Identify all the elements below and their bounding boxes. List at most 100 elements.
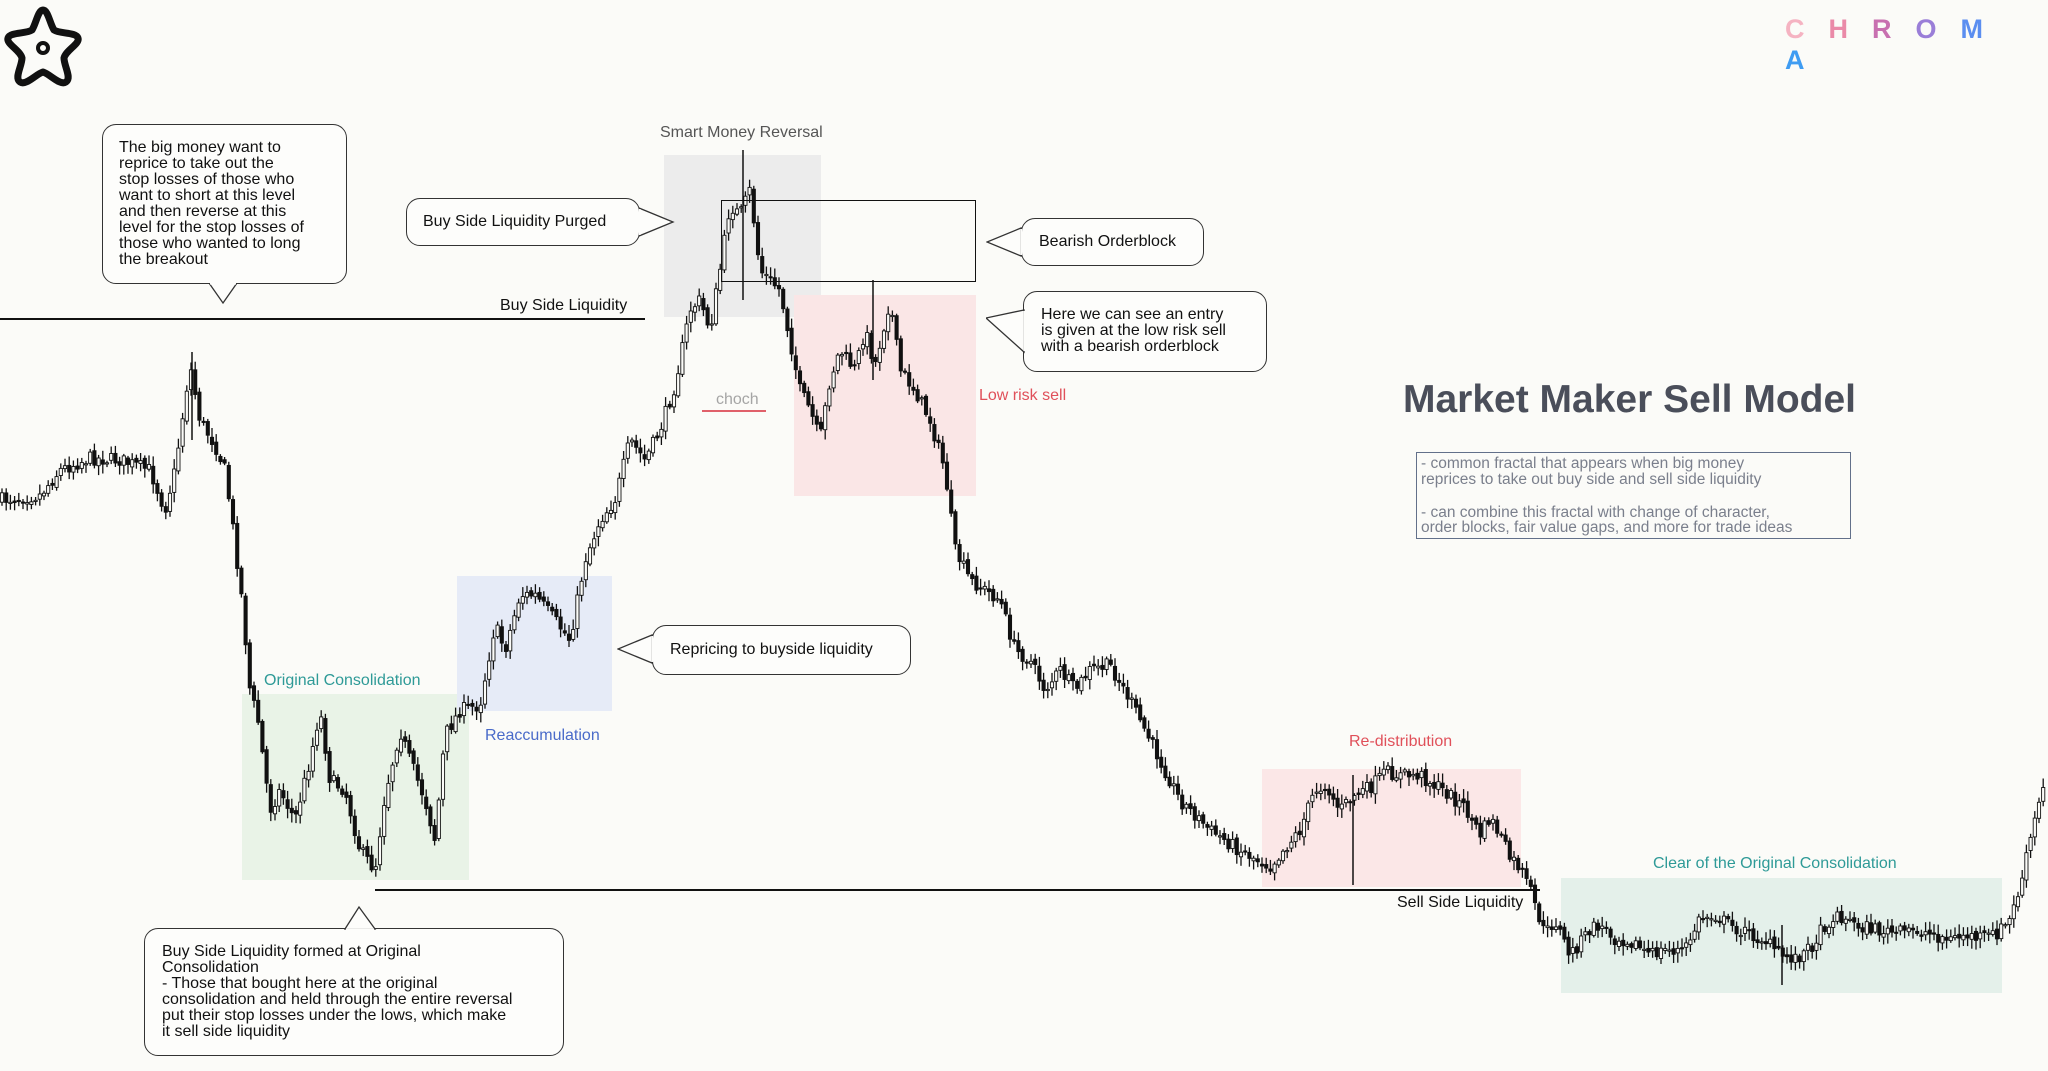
candle-body bbox=[1776, 945, 1781, 949]
candle-body bbox=[58, 467, 63, 476]
candle-body bbox=[436, 799, 441, 839]
candle-body bbox=[1927, 929, 1932, 935]
candle-body bbox=[46, 485, 51, 494]
candle-body bbox=[29, 501, 34, 505]
candle-body bbox=[995, 598, 1000, 601]
callout-line: those who wanted to long bbox=[119, 235, 301, 252]
brand-wordmark: CHROM A bbox=[1785, 14, 2048, 76]
candle-body bbox=[1070, 672, 1076, 682]
candle-body bbox=[1961, 934, 1966, 941]
candle-body bbox=[2003, 924, 2008, 927]
candle-body bbox=[197, 391, 202, 421]
candle-body bbox=[314, 729, 320, 746]
callout-line: Here we can see an entry bbox=[1041, 306, 1224, 323]
candle-body bbox=[466, 703, 471, 706]
candle-body bbox=[1033, 658, 1038, 665]
candle-body bbox=[272, 806, 278, 815]
candle-body bbox=[592, 538, 597, 549]
repricing-callout: Repricing to buyside liquidity bbox=[652, 625, 911, 675]
description-line: - common fractal that appears when big m… bbox=[1421, 455, 1745, 472]
candle-body bbox=[293, 810, 299, 815]
candle-body bbox=[953, 511, 958, 545]
candle-body bbox=[566, 633, 572, 641]
candle-body bbox=[634, 440, 639, 448]
candle-body bbox=[92, 450, 97, 466]
candle-body bbox=[789, 327, 794, 355]
candle-body bbox=[235, 522, 240, 569]
candle-body bbox=[949, 489, 954, 514]
candle-body bbox=[440, 753, 446, 800]
candle-body bbox=[881, 330, 887, 349]
candle-body bbox=[1717, 920, 1722, 924]
candle-body bbox=[1625, 943, 1630, 947]
candle-body bbox=[130, 459, 135, 468]
candle-body bbox=[596, 526, 601, 537]
candle-body bbox=[1427, 783, 1433, 787]
candle-body bbox=[382, 805, 387, 837]
description-box: - common fractal that appears when big m… bbox=[1416, 452, 1851, 539]
candle-body bbox=[1579, 935, 1584, 953]
candle-body bbox=[1986, 932, 1991, 935]
candle-body bbox=[1852, 917, 1857, 923]
candle-body bbox=[1688, 939, 1693, 946]
candle-body bbox=[172, 468, 177, 493]
candle-body bbox=[1209, 825, 1214, 830]
candle-body bbox=[781, 288, 786, 310]
candle-body bbox=[1831, 921, 1836, 928]
candle-body bbox=[629, 439, 635, 443]
candle-body bbox=[1616, 940, 1622, 947]
candle-body bbox=[146, 464, 152, 470]
candle-body bbox=[1406, 771, 1412, 778]
candle-body bbox=[1868, 922, 1874, 934]
candle-body bbox=[109, 453, 114, 461]
candle-body bbox=[1331, 793, 1336, 800]
candle-body bbox=[1940, 936, 1945, 944]
candle-body bbox=[415, 764, 420, 781]
candle-body bbox=[230, 499, 236, 525]
candle-body bbox=[1797, 955, 1802, 963]
candle-body bbox=[1919, 934, 1924, 937]
candle-body bbox=[2032, 817, 2037, 838]
smart-money-reversal-label: Smart Money Reversal bbox=[660, 124, 823, 141]
candle-body bbox=[1856, 922, 1861, 929]
candle-body bbox=[1957, 933, 1962, 939]
candle-body bbox=[1205, 824, 1210, 828]
candle-body bbox=[1612, 938, 1617, 946]
candle-body bbox=[432, 825, 437, 841]
candle-body bbox=[163, 506, 168, 513]
candle-body bbox=[1041, 679, 1046, 691]
candle-body bbox=[1264, 864, 1269, 869]
candle-body bbox=[550, 606, 555, 612]
candle-body bbox=[1419, 770, 1424, 779]
candle-body bbox=[562, 630, 567, 634]
candle-body bbox=[991, 588, 996, 602]
candle-body bbox=[877, 347, 882, 363]
reaccumulation-zone bbox=[457, 576, 612, 711]
choch-label: choch bbox=[716, 391, 759, 408]
candle-body bbox=[1138, 704, 1143, 721]
candle-body bbox=[1923, 931, 1928, 936]
brand-letter: H bbox=[1828, 14, 1872, 44]
candle-body bbox=[1910, 927, 1916, 931]
candle-body bbox=[1058, 666, 1063, 671]
candle-body bbox=[1591, 921, 1596, 936]
candle-body bbox=[1364, 782, 1370, 792]
candle-body bbox=[1738, 934, 1743, 938]
candle-body bbox=[1192, 806, 1197, 821]
candle-body bbox=[495, 624, 500, 638]
candle-body bbox=[1373, 775, 1378, 795]
candle-body bbox=[705, 307, 710, 326]
callout-pointer bbox=[986, 309, 1026, 354]
candle-body bbox=[923, 395, 929, 415]
candle-body bbox=[1814, 942, 1819, 951]
candle-body bbox=[1742, 926, 1748, 934]
original-consolidation-zone bbox=[242, 694, 469, 880]
candle-body bbox=[1075, 680, 1080, 689]
candle-body bbox=[1663, 948, 1668, 951]
candle-body bbox=[978, 587, 983, 590]
candle-body bbox=[1759, 941, 1764, 944]
candle-body bbox=[907, 372, 912, 387]
candle-body bbox=[184, 390, 189, 422]
candle-body bbox=[1096, 665, 1101, 669]
candle-body bbox=[1646, 947, 1651, 953]
